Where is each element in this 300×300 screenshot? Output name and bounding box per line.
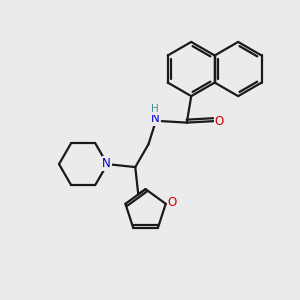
Text: N: N (151, 112, 160, 125)
Text: H: H (152, 104, 159, 114)
Text: O: O (214, 115, 224, 128)
Text: O: O (168, 196, 177, 209)
Text: N: N (102, 157, 111, 170)
